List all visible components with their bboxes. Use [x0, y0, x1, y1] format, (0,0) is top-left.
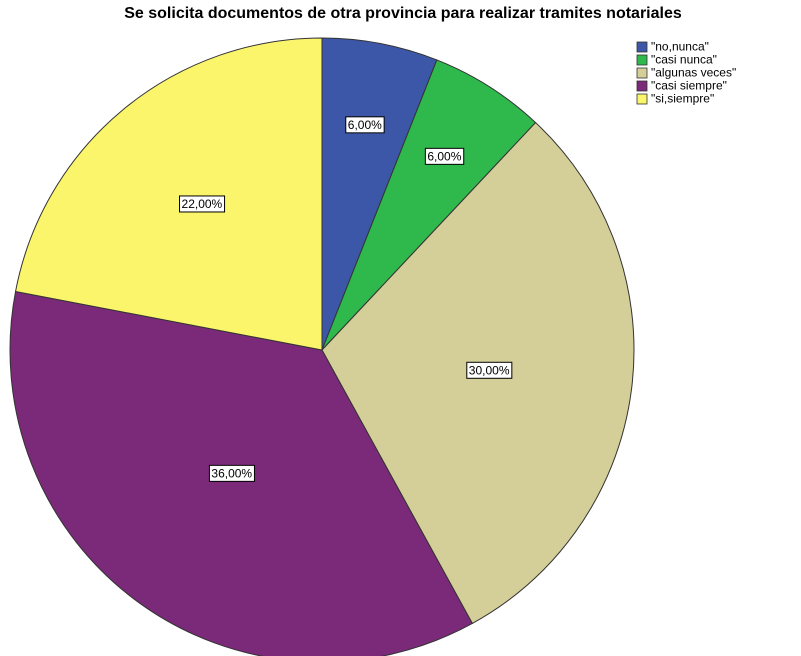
data-label-text: 6,00%: [427, 149, 461, 163]
data-label-text: 22,00%: [182, 197, 223, 211]
legend-swatch: [636, 93, 648, 105]
data-label-text: 6,00%: [348, 118, 382, 132]
data-label: 22,00%: [179, 195, 226, 213]
legend-swatch: [636, 80, 648, 92]
data-label-box: [424, 147, 465, 165]
data-label-box: [208, 464, 255, 482]
legend-label: "no,nunca": [651, 40, 709, 54]
data-label-box: [466, 361, 513, 379]
data-label: 6,00%: [345, 116, 385, 134]
data-label: 36,00%: [208, 464, 255, 482]
data-label-text: 30,00%: [469, 363, 510, 377]
legend-swatch: [636, 54, 648, 66]
pie-slice: [14, 37, 323, 351]
legend-label: "casi nunca": [651, 53, 717, 67]
legend-swatch: [636, 41, 648, 53]
data-label: 6,00%: [424, 147, 465, 165]
data-label-text: 36,00%: [211, 466, 252, 480]
data-label-box: [179, 195, 226, 213]
legend-label: "algunas veces": [651, 66, 736, 80]
legend-label: "si,siempre": [651, 92, 714, 106]
data-label: 30,00%: [466, 361, 513, 379]
legend-swatch: [636, 67, 648, 79]
data-label-box: [345, 116, 385, 134]
chart-title: Se solicita documentos de otra provincia…: [124, 5, 682, 22]
legend-label: "casi siempre": [651, 79, 727, 93]
